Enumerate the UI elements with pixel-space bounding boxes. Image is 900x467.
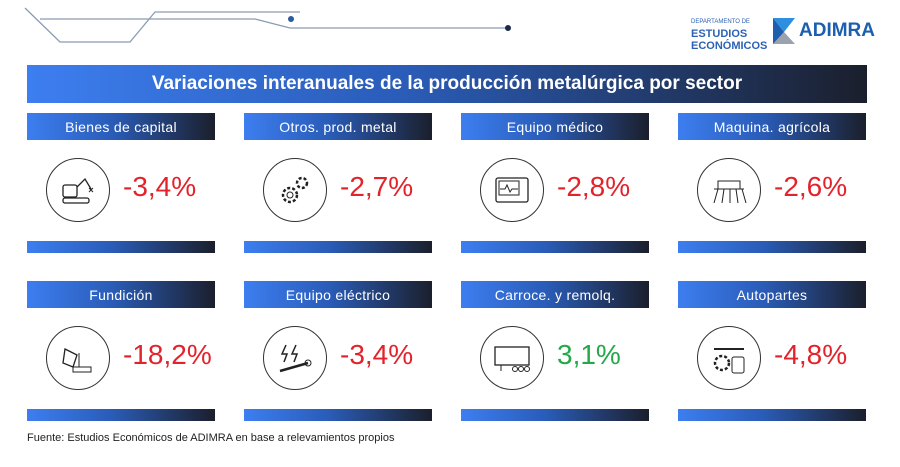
sector-card: Autopartes -4,8% bbox=[678, 281, 866, 421]
sector-label: Bienes de capital bbox=[27, 113, 215, 140]
decorative-lines bbox=[24, 7, 511, 43]
card-footer-bar bbox=[244, 241, 432, 253]
sector-label: Equipo médico bbox=[461, 113, 649, 140]
adimra-logo: ADIMRA bbox=[773, 18, 875, 44]
sector-value: -3,4% bbox=[123, 171, 197, 202]
sector-card: Carroce. y remolq. 3,1% bbox=[461, 281, 649, 421]
sector-card: Equipo médico -2,8% bbox=[461, 113, 649, 253]
page-title: Variaciones interanuales de la producció… bbox=[27, 65, 867, 103]
sector-value: 3,1% bbox=[557, 339, 621, 370]
sector-value: -2,6% bbox=[774, 171, 848, 202]
sector-label: Carroce. y remolq. bbox=[461, 281, 649, 308]
source-note: Fuente: Estudios Económicos de ADIMRA en… bbox=[27, 432, 395, 444]
sector-label: Fundición bbox=[27, 281, 215, 308]
sector-card: Otros. prod. metal -2,7% bbox=[244, 113, 432, 253]
sector-value: -4,8% bbox=[774, 339, 848, 370]
sector-card: Bienes de capital -3,4% bbox=[27, 113, 215, 253]
sector-card: Maquina. agrícola -2,6% bbox=[678, 113, 866, 253]
card-footer-bar bbox=[678, 241, 866, 253]
electric-tools-icon bbox=[263, 326, 327, 390]
sector-card: Equipo eléctrico -3,4% bbox=[244, 281, 432, 421]
card-footer-bar bbox=[461, 241, 649, 253]
heart-monitor-icon bbox=[480, 158, 544, 222]
trailer-icon bbox=[480, 326, 544, 390]
sector-value: -18,2% bbox=[123, 339, 212, 370]
sector-value: -3,4% bbox=[340, 339, 414, 370]
sector-label: Autopartes bbox=[678, 281, 866, 308]
foundry-ladle-icon bbox=[46, 326, 110, 390]
card-footer-bar bbox=[461, 409, 649, 421]
sector-value: -2,7% bbox=[340, 171, 414, 202]
card-footer-bar bbox=[244, 409, 432, 421]
card-footer-bar bbox=[678, 409, 866, 421]
auto-parts-icon bbox=[697, 326, 761, 390]
sector-label: Maquina. agrícola bbox=[678, 113, 866, 140]
sector-card: Fundición -18,2% bbox=[27, 281, 215, 421]
sector-label: Equipo eléctrico bbox=[244, 281, 432, 308]
robot-arm-icon bbox=[46, 158, 110, 222]
card-footer-bar bbox=[27, 409, 215, 421]
estudios-economicos-logo: DEPARTAMENTO DE ESTUDIOS ECONÓMICOS bbox=[691, 19, 768, 52]
adimra-logo-mark bbox=[773, 18, 795, 44]
gears-icon bbox=[263, 158, 327, 222]
sector-value: -2,8% bbox=[557, 171, 631, 202]
sector-label: Otros. prod. metal bbox=[244, 113, 432, 140]
card-footer-bar bbox=[27, 241, 215, 253]
agricultural-machine-icon bbox=[697, 158, 761, 222]
